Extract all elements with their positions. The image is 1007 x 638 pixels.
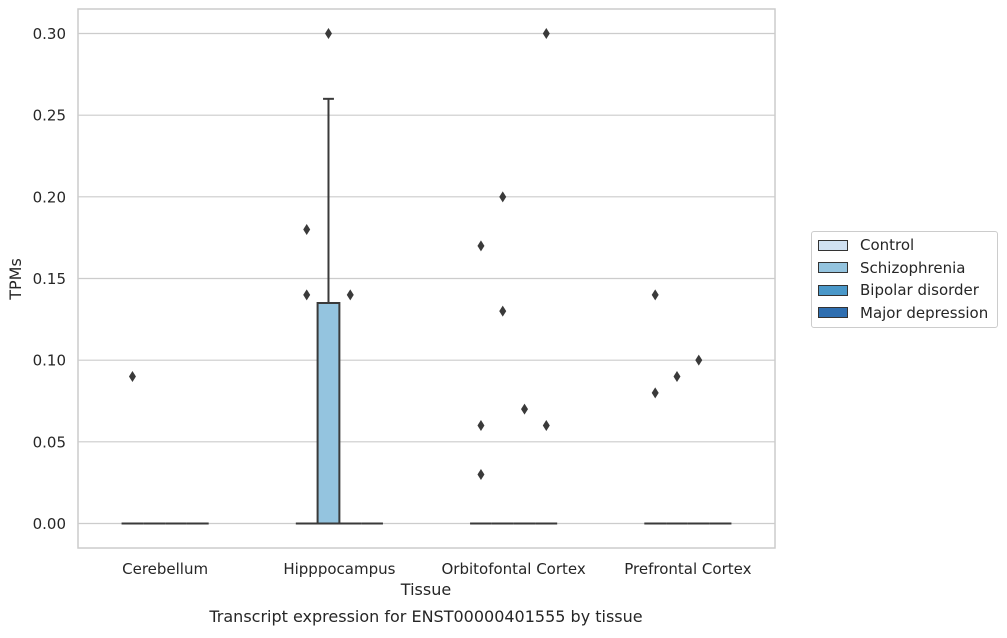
outlier-point — [695, 354, 703, 366]
outlier-point — [673, 371, 681, 382]
legend-label: Schizophrenia — [860, 258, 966, 277]
plot-frame — [77, 8, 776, 549]
outlier-point — [128, 371, 136, 382]
outlier-point — [477, 240, 485, 252]
x-tick-label: Cerebellum — [122, 560, 208, 578]
y-tick-label: 0.10 — [33, 352, 66, 370]
outlier-point — [303, 224, 311, 235]
outlier-marks — [128, 28, 703, 480]
outlier-point — [542, 28, 550, 39]
x-axis-label: Tissue — [400, 580, 451, 599]
legend-label: Control — [860, 236, 915, 254]
x-tick-label: Prefrontal Cortex — [624, 560, 751, 578]
x-tick-labels: Cerebellum Hipppocampus Orbitofontal Corte… — [122, 560, 751, 578]
outlier-point — [477, 420, 485, 431]
x-tick-label: Hipppocampus — [283, 560, 395, 578]
legend-label: Major depression — [860, 303, 989, 322]
chart-title: Transcript expression for ENST0000040155… — [208, 607, 642, 626]
box — [316, 97, 341, 525]
outlier-point — [303, 289, 311, 301]
box-plot-marks — [121, 97, 732, 525]
legend-item: Bipolar disorder — [818, 280, 979, 300]
outlier-point — [499, 191, 507, 203]
legend-swatch — [818, 262, 848, 273]
outlier-point — [324, 28, 332, 39]
outlier-point — [521, 403, 529, 415]
legend-item: Control — [818, 235, 914, 255]
y-tick-labels: 0.00 0.05 0.10 0.15 0.20 0.25 0.30 — [33, 25, 66, 533]
legend-label: Bipolar disorder — [860, 281, 979, 299]
legend-swatch — [818, 239, 848, 251]
legend: Control Schizophrenia Bipolar disorder Majo… — [811, 231, 998, 328]
y-tick-label: 0.20 — [33, 188, 66, 206]
y-tick-label: 0.00 — [33, 515, 66, 533]
x-tick-label: Orbitofontal Cortex — [442, 560, 586, 578]
legend-swatch — [818, 284, 848, 296]
y-tick-label: 0.30 — [33, 25, 66, 43]
grid-lines — [78, 32, 775, 525]
outlier-point — [542, 420, 550, 431]
legend-item: Major depression — [818, 303, 988, 323]
y-axis-label: TPMs — [6, 258, 25, 301]
outlier-point — [651, 387, 659, 399]
legend-swatch — [818, 307, 848, 318]
box-body — [316, 302, 341, 525]
outlier-point — [477, 469, 485, 480]
y-tick-label: 0.25 — [33, 107, 66, 125]
outlier-point — [499, 305, 507, 317]
legend-item: Schizophrenia — [818, 258, 965, 278]
y-tick-label: 0.15 — [33, 270, 66, 288]
outlier-point — [346, 289, 354, 301]
y-tick-label: 0.05 — [33, 433, 66, 451]
outlier-point — [651, 289, 659, 301]
